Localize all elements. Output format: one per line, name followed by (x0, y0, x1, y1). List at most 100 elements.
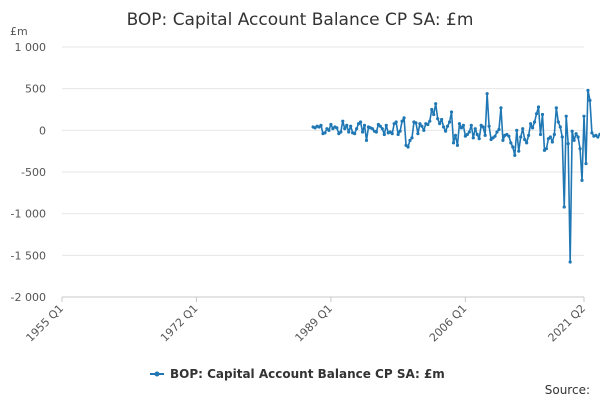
data-point[interactable] (370, 127, 375, 131)
data-point[interactable] (538, 132, 543, 137)
data-point[interactable] (378, 124, 382, 128)
data-point[interactable] (564, 114, 568, 118)
data-point[interactable] (400, 119, 404, 123)
data-point[interactable] (475, 132, 479, 137)
data-point[interactable] (408, 138, 412, 142)
data-point[interactable] (398, 129, 402, 133)
data-point[interactable] (362, 123, 367, 127)
data-point[interactable] (364, 138, 369, 142)
data-point[interactable] (394, 120, 398, 124)
data-point[interactable] (572, 138, 576, 142)
data-point[interactable] (406, 145, 410, 149)
data-point[interactable] (576, 135, 580, 139)
data-point[interactable] (586, 88, 590, 92)
data-point[interactable] (540, 112, 545, 117)
data-point[interactable] (485, 92, 489, 96)
data-point[interactable] (461, 123, 465, 127)
data-point[interactable] (426, 122, 430, 127)
data-point[interactable] (449, 110, 454, 114)
data-point[interactable] (517, 149, 521, 153)
data-point[interactable] (560, 135, 564, 139)
data-point[interactable] (414, 121, 418, 125)
data-point[interactable] (509, 141, 513, 145)
data-point[interactable] (511, 145, 515, 149)
data-point[interactable] (384, 123, 388, 127)
data-point[interactable] (574, 132, 578, 136)
data-point[interactable] (410, 136, 414, 140)
data-point[interactable] (416, 132, 420, 136)
data-point[interactable] (343, 127, 347, 131)
data-point[interactable] (339, 130, 343, 134)
data-point[interactable] (438, 122, 442, 126)
data-point[interactable] (380, 127, 384, 131)
data-point[interactable] (566, 142, 570, 146)
data-point[interactable] (536, 105, 541, 109)
data-point[interactable] (459, 126, 464, 130)
data-point[interactable] (532, 120, 537, 124)
data-point[interactable] (527, 133, 531, 137)
data-point[interactable] (374, 130, 378, 134)
data-point[interactable] (548, 135, 552, 139)
data-point[interactable] (501, 138, 505, 142)
data-point[interactable] (471, 136, 475, 140)
data-point[interactable] (544, 147, 549, 151)
data-point[interactable] (432, 112, 436, 117)
data-point[interactable] (358, 120, 363, 124)
data-point[interactable] (355, 127, 359, 131)
data-point[interactable] (327, 128, 331, 132)
data-point[interactable] (430, 107, 434, 112)
data-point[interactable] (495, 130, 499, 134)
data-point[interactable] (418, 122, 422, 126)
data-point[interactable] (347, 130, 351, 134)
data-point[interactable] (515, 128, 519, 132)
data-point[interactable] (562, 205, 566, 209)
data-point[interactable] (473, 127, 477, 131)
data-point[interactable] (570, 129, 574, 133)
data-point[interactable] (434, 102, 438, 106)
data-point[interactable] (523, 137, 527, 142)
data-point[interactable] (349, 124, 353, 128)
data-point[interactable] (428, 119, 432, 123)
data-point[interactable] (455, 143, 460, 147)
data-point[interactable] (465, 132, 469, 137)
data-point[interactable] (580, 178, 584, 182)
legend[interactable]: BOP: Capital Account Balance CP SA: £m (150, 367, 445, 381)
data-point[interactable] (554, 106, 558, 110)
data-point[interactable] (323, 131, 327, 135)
data-point[interactable] (477, 137, 481, 141)
data-point[interactable] (534, 112, 539, 116)
data-point[interactable] (442, 125, 446, 129)
data-point[interactable] (319, 123, 323, 127)
data-point[interactable] (552, 132, 556, 137)
data-point[interactable] (590, 131, 594, 135)
data-point[interactable] (483, 133, 487, 137)
data-point[interactable] (396, 132, 400, 137)
data-point[interactable] (436, 117, 440, 121)
data-point[interactable] (451, 141, 456, 145)
data-point[interactable] (445, 124, 450, 128)
data-point[interactable] (335, 126, 339, 130)
data-point[interactable] (420, 124, 424, 128)
data-point[interactable] (440, 117, 444, 122)
data-point[interactable] (341, 119, 345, 123)
data-point[interactable] (390, 132, 394, 136)
data-point[interactable] (519, 135, 523, 139)
data-point[interactable] (588, 98, 592, 102)
data-point[interactable] (443, 129, 448, 133)
data-point[interactable] (568, 260, 572, 264)
data-point[interactable] (530, 126, 535, 130)
data-point[interactable] (550, 140, 554, 144)
data-point[interactable] (582, 114, 586, 118)
data-point[interactable] (525, 141, 529, 145)
data-point[interactable] (353, 132, 357, 136)
data-point[interactable] (422, 128, 426, 132)
data-point[interactable] (453, 133, 458, 137)
data-point[interactable] (345, 123, 349, 127)
data-point[interactable] (584, 162, 588, 166)
data-point[interactable] (447, 120, 452, 124)
data-point[interactable] (521, 127, 525, 131)
data-point[interactable] (507, 134, 511, 138)
data-point[interactable] (529, 122, 533, 126)
data-point[interactable] (513, 153, 517, 157)
data-point[interactable] (556, 120, 560, 124)
